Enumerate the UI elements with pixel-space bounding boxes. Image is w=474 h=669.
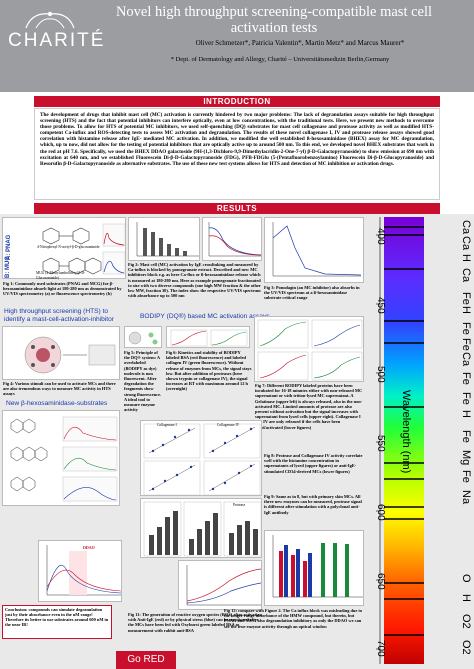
fig9-caption: Fig 9: Same as in 8, but with primary sk… xyxy=(264,494,362,515)
introduction-heading: INTRODUCTION xyxy=(34,96,440,107)
element-label: H xyxy=(460,254,472,262)
element-label: Fe xyxy=(460,470,472,483)
element-label: O2 xyxy=(460,640,472,655)
fig2-spectrum-plot xyxy=(208,222,261,257)
fig11-caption: Fig 11: The generation of reactive oxyge… xyxy=(128,612,262,633)
fig1-panel: A: PNAG 4-Nitrophenyl N-acetyl-β-D-gluco… xyxy=(2,217,126,279)
element-label: Fe xyxy=(460,292,472,305)
conclusion-box: Conclusion: compounds can simulate degra… xyxy=(2,605,112,639)
fig2-chart-a xyxy=(128,217,200,261)
element-label: O xyxy=(460,574,472,583)
author-list: Oliver Schmetzer*, Patricia Valentin*, M… xyxy=(195,39,405,47)
poster-title: Novel high throughput screening-compatib… xyxy=(115,4,433,36)
tick-700: 700 xyxy=(375,640,386,657)
fig7-caption: Fig 7: Different BODIPY labeled proteins… xyxy=(255,383,363,430)
element-label: Fe xyxy=(460,372,472,385)
fig12-plot xyxy=(272,535,363,598)
element-label: Fe xyxy=(460,392,472,405)
charite-emblem-icon xyxy=(25,11,75,29)
tick-400: 400 xyxy=(375,228,386,245)
fig1-structures xyxy=(42,223,125,275)
fig10-plot xyxy=(46,545,121,596)
charite-logo: CHARITÉ xyxy=(4,6,103,56)
collagenase-1-label: Collagenase I xyxy=(157,423,177,427)
element-label: Ca xyxy=(460,220,472,235)
poster-header: CHARITÉ Novel high throughput screening-… xyxy=(0,0,474,92)
element-label: H xyxy=(460,594,472,602)
fig5-caption: Fig 5: Principle of the DQ® system: A ov… xyxy=(124,350,162,412)
fig11-plot xyxy=(186,565,261,606)
fig2-plot xyxy=(136,222,199,257)
tick-500: 500 xyxy=(375,366,386,383)
fig9-chart: Protease xyxy=(140,498,262,558)
affiliation: * Dept. of Dermatology and Allergy, Char… xyxy=(170,56,390,63)
fig6-chart xyxy=(166,326,250,348)
fig5-schematic xyxy=(124,326,162,348)
fig11-chart xyxy=(178,560,262,610)
mug-caption: MUG (4-Methylumbelliferyl β-D-Glucosamin… xyxy=(36,271,86,280)
go-red-label: Go RED xyxy=(116,651,176,669)
fig4-caption: Fig 4: Various stimuli can be used to ac… xyxy=(3,381,116,397)
fig1-caption: Fig 1: Commonly used substrates (PNAG an… xyxy=(3,281,122,297)
fig7-chart xyxy=(254,316,364,382)
element-label: Fe xyxy=(460,338,472,351)
element-label: H xyxy=(460,306,472,314)
tick-450: 450 xyxy=(375,297,386,314)
fig6-caption: Fig 6: Kinetics and stability of BODIPY … xyxy=(166,350,252,392)
fig9-plot xyxy=(143,501,261,557)
element-label: Fe xyxy=(460,430,472,443)
element-label: Fe xyxy=(460,322,472,335)
tick-550: 550 xyxy=(375,435,386,452)
fig4-diagram xyxy=(24,336,116,374)
fig1b-panel: B: MUG MUG (4-Methylumbelliferyl β-D-Glu… xyxy=(2,240,126,280)
fig8-plot xyxy=(143,423,261,495)
fig10-structures xyxy=(2,410,120,506)
new-substrates-heading: New β-hexosaminidase-substrates xyxy=(6,400,108,407)
element-label: Mg xyxy=(460,450,472,466)
ddao-label: DDAO xyxy=(83,545,95,550)
fig7-plot xyxy=(257,319,363,381)
logo-text: CHARITÉ xyxy=(8,30,106,51)
fig2-chart-b xyxy=(202,217,262,261)
fig8-caption: Fig 8: Protease and Collagenase IV activ… xyxy=(264,453,363,474)
fig2-caption: Fig 2: Mast cell (MC) activation by IgE … xyxy=(128,262,261,299)
tick-600: 600 xyxy=(375,504,386,521)
fig12-chart xyxy=(264,530,364,606)
wavelength-axis-title: Wavelength (nm) xyxy=(400,390,412,474)
element-label: Ca xyxy=(460,236,472,251)
element-label: Na xyxy=(460,490,472,505)
fig3-chart xyxy=(264,217,364,283)
tick-650: 650 xyxy=(375,573,386,590)
protease-label: Protease xyxy=(233,503,246,507)
fig6-plot xyxy=(170,329,248,347)
fig3-plot xyxy=(272,222,362,277)
element-label: Ca xyxy=(460,352,472,367)
fig5-diagram xyxy=(128,331,158,345)
bodipy-heading: BODIPY (DQ®) based MC activation assays xyxy=(140,313,270,320)
element-label: O2 xyxy=(460,614,472,629)
results-heading: RESULTS xyxy=(34,203,440,214)
mug-label: B: MUG xyxy=(5,256,11,278)
element-label: Ca xyxy=(460,268,472,283)
fig4-schematic xyxy=(2,326,120,380)
fig8-chart: Collagenase I Collagenase IV xyxy=(140,420,262,496)
hts-heading: High throughput screening (HTS) to ident… xyxy=(4,308,114,323)
introduction-text: The development of drugs that inhibit ma… xyxy=(34,108,440,200)
fig10-molecules xyxy=(10,416,118,502)
collagenase-4-label: Collagenase IV xyxy=(217,423,240,427)
pnag-caption: 4-Nitrophenyl N-acetyl-β-D-glucosaminide xyxy=(37,245,100,249)
fig12-caption: Fig 12: compare with Figure 2. The Ca in… xyxy=(224,608,363,629)
fig10-chart: DDAO xyxy=(38,540,122,602)
element-label: H xyxy=(460,410,472,418)
fig3-caption: Fig 3: Pomolagin (an MC inhibitor) also … xyxy=(264,285,360,301)
visible-spectrum xyxy=(376,217,424,664)
